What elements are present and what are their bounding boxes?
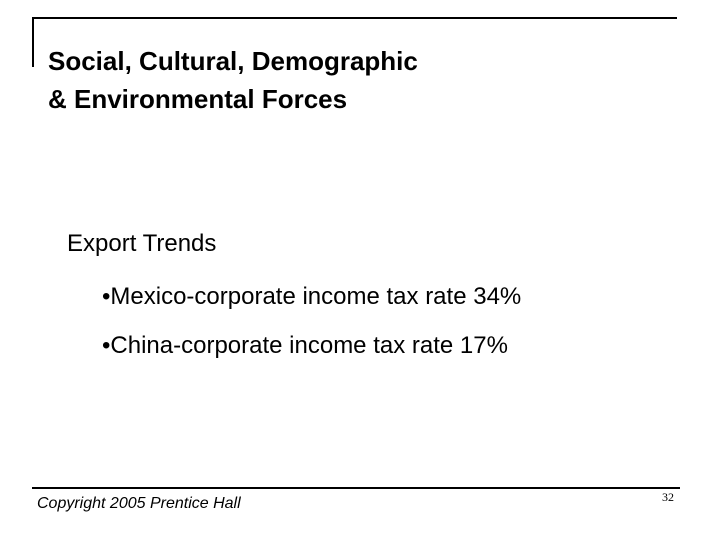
frame-left-rule xyxy=(32,17,34,67)
footer-rule xyxy=(32,487,680,489)
slide-subheading: Export Trends xyxy=(67,230,217,257)
page-number: 32 xyxy=(662,490,674,504)
slide-title: Social, Cultural, Demographic & Environm… xyxy=(48,42,668,118)
slide-title-line-2: & Environmental Forces xyxy=(48,84,348,114)
bullet-item-mexico: •Mexico-corporate income tax rate 34% xyxy=(102,283,522,310)
bullet-item-china: •China-corporate income tax rate 17% xyxy=(102,332,508,359)
frame-top-rule xyxy=(32,17,677,19)
slide-title-line-1: Social, Cultural, Demographic xyxy=(48,46,418,76)
copyright-notice: Copyright 2005 Prentice Hall xyxy=(37,495,241,512)
